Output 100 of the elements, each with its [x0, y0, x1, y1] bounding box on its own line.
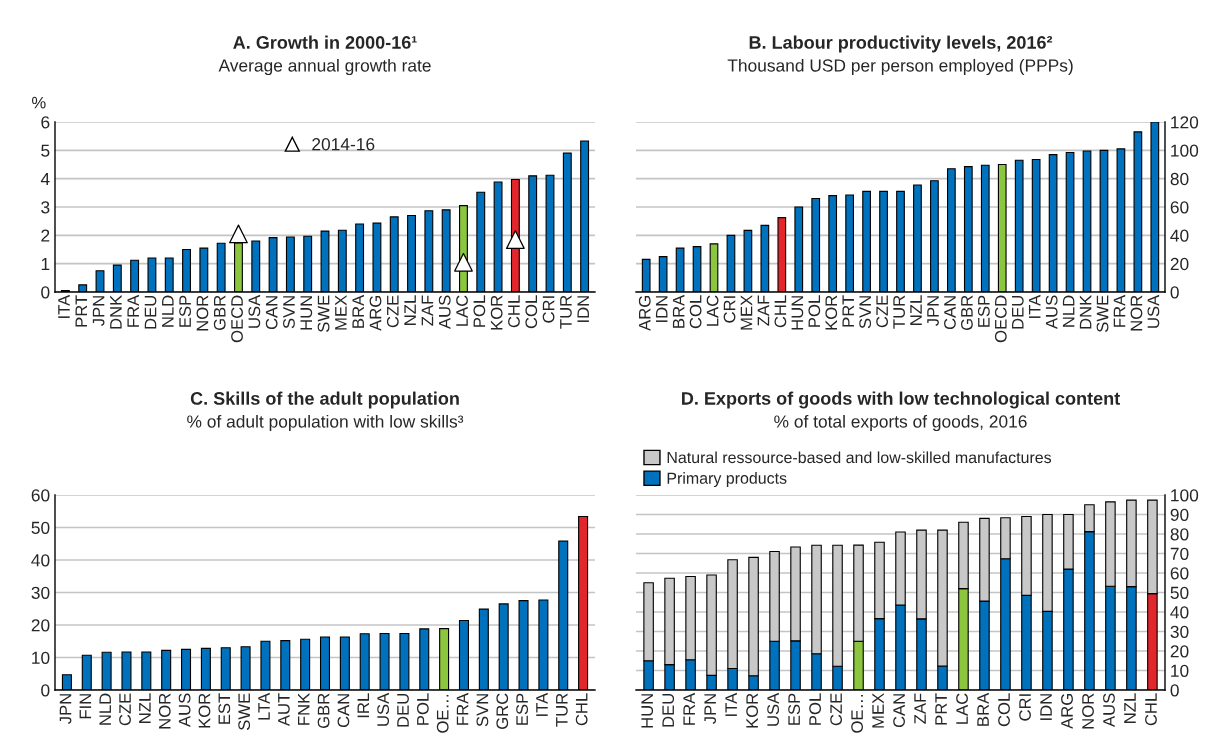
- x-tick-label: NOR: [1130, 295, 1143, 331]
- x-tick-label: SVN: [859, 296, 872, 329]
- x-tick-label: CZE: [876, 295, 889, 328]
- y2-tick-label: 20: [1170, 257, 1189, 271]
- x-tick-label: NZL: [1124, 693, 1136, 723]
- x-tick-label: TUR: [893, 295, 905, 329]
- x-tick-label: SWE: [238, 693, 251, 730]
- x-tick-label: PRT: [75, 295, 87, 327]
- chart-subtitle: % of total exports of goods, 2016: [774, 414, 1027, 432]
- x-tick-label: NLD: [162, 295, 174, 327]
- x-tick-label: TUR: [556, 693, 568, 727]
- x-tick-label: ZAF: [421, 295, 434, 326]
- chart-title: D. Exports of goods with low technological content: [682, 391, 1120, 409]
- x-tick-label: CAN: [265, 296, 278, 330]
- y-tick-label: 5: [41, 144, 50, 157]
- x-tick-label: AUS: [1045, 295, 1058, 330]
- x-tick-label: ARG: [1061, 694, 1073, 729]
- x-tick-label: AUS: [438, 295, 451, 330]
- x-tick-label: OE…: [851, 695, 863, 733]
- x-tick-label: ZAF: [757, 295, 770, 326]
- x-tick-label: POL: [473, 295, 486, 327]
- x-tick-label: ZAF: [914, 693, 926, 724]
- y-tick-label: 6: [41, 116, 50, 129]
- chart-title: C. Skills of the adult population: [190, 391, 459, 409]
- x-tick-label: CHL: [508, 295, 520, 328]
- y-tick-label: 60: [31, 489, 50, 502]
- x-tick-label: FNK: [297, 692, 310, 725]
- x-tick-label: ITA: [58, 294, 70, 318]
- x-tick-label: ESP: [516, 693, 528, 725]
- x-tick-label: ARG: [638, 296, 651, 331]
- x-tick-label: BRA: [977, 692, 989, 726]
- y2-tick-label: 90: [1170, 508, 1189, 521]
- x-tick-label: GRC: [496, 693, 509, 729]
- x-tick-label: OE…: [436, 695, 449, 733]
- y-tick-label: 4: [40, 173, 50, 185]
- x-tick-label: GBR: [213, 295, 226, 331]
- legend-label: Natural ressource-based and low-skilled manufactures: [667, 451, 1052, 464]
- x-tick-label: CAN: [944, 296, 956, 330]
- y2-tick-label: 40: [1170, 606, 1189, 619]
- x-tick-label: NOR: [196, 295, 209, 331]
- y-tick-label: 0: [41, 684, 50, 697]
- x-tick-label: CRI: [542, 296, 555, 323]
- x-tick-label: JPN: [59, 694, 72, 724]
- x-tick-label: HUN: [791, 296, 804, 330]
- x-tick-label: CHL: [774, 295, 787, 328]
- x-tick-label: PRT: [935, 693, 947, 725]
- x-tick-label: IDN: [655, 296, 668, 322]
- y2-tick-label: 120: [1171, 116, 1199, 129]
- x-tick-label: SWE: [1096, 295, 1109, 332]
- x-tick-label: CRI: [1019, 694, 1031, 721]
- x-tick-label: CZE: [830, 693, 842, 726]
- x-tick-label: NOR: [158, 693, 171, 729]
- x-tick-label: CHL: [575, 693, 588, 726]
- x-tick-label: NLD: [99, 693, 111, 725]
- x-tick-label: POL: [416, 693, 429, 725]
- x-tick-label: POL: [809, 693, 822, 725]
- x-tick-label: DNK: [1079, 294, 1092, 329]
- x-tick-label: TUR: [560, 295, 572, 329]
- x-tick-label: CHL: [1145, 693, 1157, 726]
- x-tick-label: JPN: [92, 296, 105, 326]
- y2-tick-label: 0: [1170, 684, 1179, 697]
- y-tick-label: 3: [41, 201, 50, 214]
- y2-tick-label: 10: [1171, 664, 1189, 677]
- x-tick-label: OECD: [231, 295, 243, 343]
- y-tick-label: 1: [41, 258, 50, 270]
- x-tick-label: ITA: [536, 692, 548, 716]
- x-tick-label: BRA: [352, 294, 364, 328]
- x-tick-label: ESP: [788, 693, 801, 725]
- x-tick-label: IRL: [357, 693, 370, 718]
- x-tick-label: NZL: [139, 693, 151, 723]
- x-tick-label: USA: [377, 692, 390, 726]
- x-tick-label: COL: [689, 295, 702, 329]
- x-tick-label: DEU: [1012, 296, 1024, 329]
- x-tick-label: JPN: [704, 694, 717, 724]
- chart-subtitle: Average annual growth rate: [218, 58, 431, 76]
- x-tick-label: CZE: [119, 693, 131, 726]
- y-tick-label: 2: [41, 229, 50, 242]
- y2-tick-label: 80: [1170, 528, 1189, 541]
- x-tick-label: EST: [218, 693, 231, 724]
- y2-tick-label: 50: [1170, 586, 1189, 599]
- x-tick-label: NZL: [910, 295, 922, 325]
- x-tick-label: LAC: [706, 295, 719, 326]
- x-tick-label: ESP: [977, 295, 990, 327]
- x-tick-label: FIN: [79, 694, 92, 719]
- chart-subtitle: % of adult population with low skills³: [187, 414, 464, 432]
- y2-tick-label: 20: [1170, 645, 1189, 658]
- x-tick-label: NZL: [404, 295, 416, 325]
- y2-tick-label: 100: [1171, 489, 1199, 502]
- x-tick-label: SWE: [317, 295, 330, 332]
- x-tick-label: KOR: [825, 295, 838, 330]
- y2-tick-label: 60: [1170, 201, 1189, 214]
- x-tick-label: NLD: [1062, 295, 1075, 327]
- x-tick-label: ITA: [1028, 294, 1041, 318]
- x-tick-label: ARG: [369, 296, 382, 331]
- x-tick-label: ESP: [179, 295, 192, 327]
- x-tick-label: SVN: [476, 694, 489, 727]
- x-tick-label: USA: [1147, 294, 1160, 328]
- y-tick-label: 40: [31, 554, 50, 567]
- x-tick-label: COL: [998, 693, 1010, 727]
- x-tick-label: COL: [525, 295, 538, 329]
